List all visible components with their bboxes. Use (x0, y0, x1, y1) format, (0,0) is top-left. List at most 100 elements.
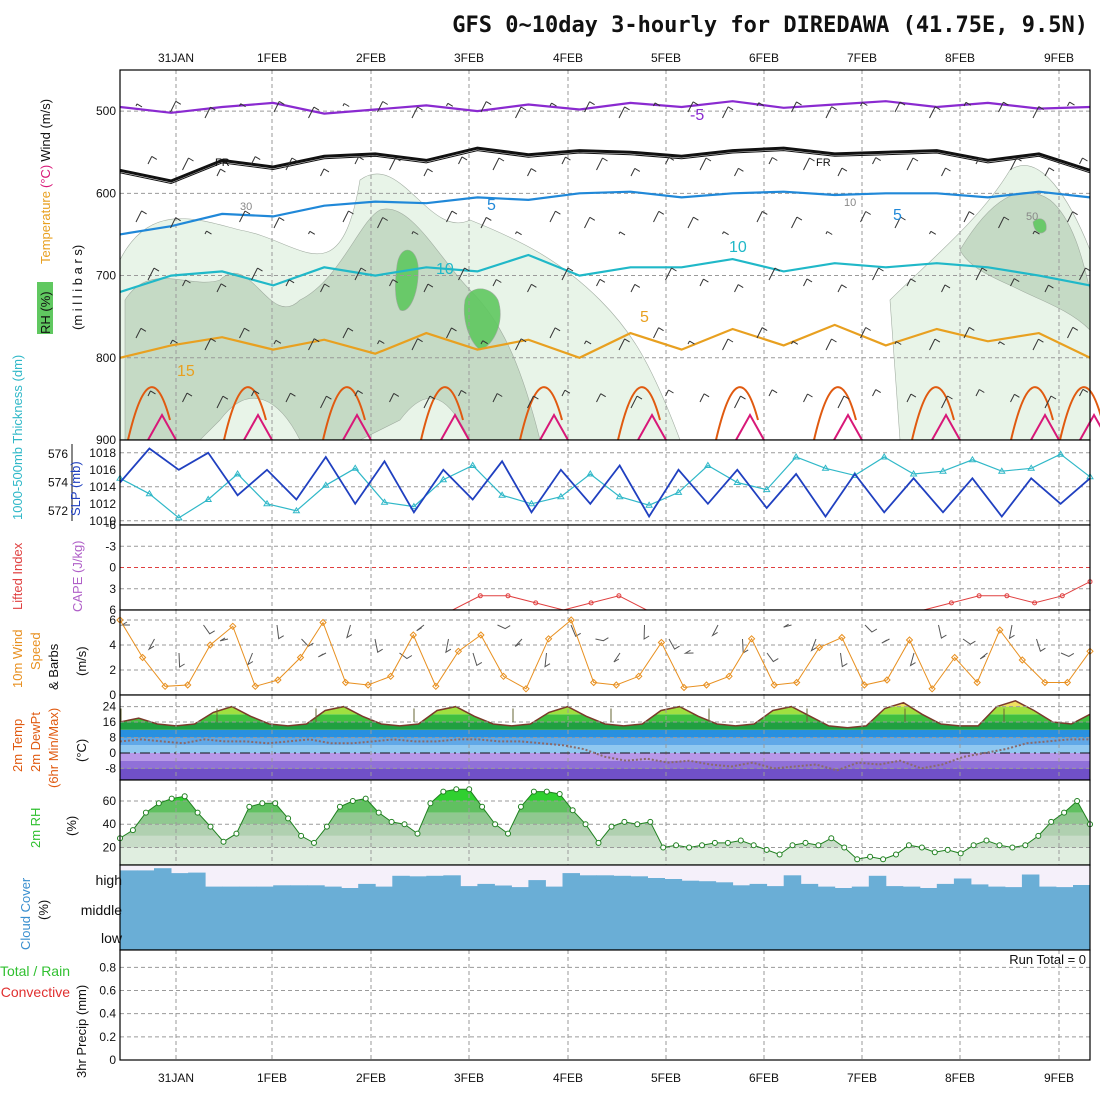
wind-barb (446, 210, 458, 223)
wind-barb (147, 390, 156, 397)
thickness-marker (997, 467, 1006, 474)
temperature-band (120, 760, 1090, 769)
wind-speed-line (119, 619, 1091, 690)
thickness-marker (909, 470, 918, 477)
wind-barb (837, 167, 848, 177)
wind-barb (377, 101, 388, 113)
wind-barb (975, 157, 985, 165)
high-cloud-bar (664, 879, 683, 892)
temperature-band (120, 745, 1090, 753)
high-cloud-bar (443, 875, 461, 892)
tick-label: 1016 (89, 463, 116, 477)
wind-barb (687, 216, 699, 229)
high-cloud-bar (171, 873, 189, 892)
lifted-index-marker (616, 593, 622, 599)
wind-barb (346, 624, 353, 639)
rh2m-marker (142, 809, 149, 816)
wind-speed-marker (860, 681, 869, 689)
thickness-marker (174, 513, 183, 521)
rh2m-marker (388, 818, 395, 825)
high-cloud-bar (987, 886, 1006, 892)
precip-axis-label: 3hr Precip (mm) (74, 985, 89, 1078)
wind-barb (251, 390, 260, 397)
wind-barb (837, 284, 847, 293)
date-label-bottom: 3FEB (454, 1071, 484, 1085)
wind-barb (837, 395, 850, 409)
wind-barb (170, 339, 178, 345)
tick-label: 60 (103, 794, 117, 808)
thickness-marker (821, 464, 830, 471)
date-label-top: 2FEB (356, 51, 386, 65)
rh2m-marker (259, 800, 266, 807)
tick-label: 16 (103, 715, 117, 729)
rh2m-marker (867, 853, 874, 860)
tick-label: 0 (109, 561, 116, 575)
wind-speed-marker (905, 636, 914, 644)
wind-barb (783, 623, 792, 628)
wind-barb (204, 230, 212, 235)
rh2m-marker (647, 818, 654, 825)
contour-label: 50 (1026, 211, 1038, 223)
high-cloud-bar (681, 880, 700, 892)
wind-barb (998, 216, 1010, 229)
upper-air-panel: -5 FR FR 5 5 10 10 5 15 30 50 10 500 600 700 800 900 (96, 69, 1100, 447)
wind-barb (803, 157, 815, 171)
wind-barb (182, 157, 194, 171)
wind-barb (472, 652, 483, 667)
wind-barb (963, 211, 975, 223)
wind-barb (276, 624, 284, 640)
rh2m-marker (880, 856, 887, 863)
wind-barb (342, 327, 354, 339)
high-cloud-bar (868, 875, 887, 892)
wind-barb (480, 101, 492, 113)
wind-barb (803, 393, 813, 403)
thickness-marker (557, 492, 565, 500)
wind-barb (170, 100, 182, 113)
pressure-thickness-panel: 572 574 576 1010 1012 1014 1016 1018 (48, 439, 1094, 528)
thickness-marker (586, 470, 595, 477)
rh2m-marker (673, 842, 680, 849)
wind-barb (791, 340, 799, 345)
wind-barb (630, 283, 641, 293)
temperature-axis-label: Temperature (°C) Wind (m/s) (38, 99, 53, 264)
rh-shading-area (395, 249, 419, 311)
tick-label: 576 (48, 447, 68, 461)
rh-band (120, 835, 1090, 848)
wind-barb (178, 652, 185, 668)
wind-barb (320, 283, 330, 293)
lifted-index-marker (588, 600, 594, 606)
wind-barb (219, 637, 229, 642)
thickness-marker (880, 453, 889, 460)
temperature-20-contour (127, 386, 1100, 441)
slp-axis-label: SLP (mb) (68, 461, 83, 516)
wind-barb (389, 157, 401, 171)
cloud-unit-label: (%) (36, 900, 51, 920)
wind-barb (630, 395, 643, 409)
wind-barb (906, 393, 917, 403)
wind-barb (734, 395, 746, 409)
wind-barb (595, 637, 609, 642)
wind-speed-marker (589, 678, 598, 687)
lifted-index-marker (477, 593, 483, 599)
wind-barb (318, 652, 327, 658)
rh2m-marker (298, 832, 305, 839)
wind-barb (584, 340, 592, 345)
rh2m-marker (530, 788, 537, 795)
high-cloud-bar (409, 876, 427, 892)
high-cloud-bar (596, 875, 614, 892)
wind-barb (756, 327, 768, 339)
wind-barb (204, 338, 216, 351)
date-label-top: 8FEB (945, 51, 975, 65)
wind-barb (596, 393, 606, 403)
rh2m-marker (957, 850, 964, 857)
wind-barb (722, 231, 729, 236)
high-cloud-bar (545, 886, 563, 892)
wind-speed-marker (319, 618, 327, 627)
wind-barb (840, 652, 848, 668)
wind-barb (273, 339, 282, 345)
wind-barb (285, 157, 298, 171)
temperature-contour-1 (119, 146, 1091, 183)
wind-barb (301, 638, 314, 647)
wind-speed-marker (792, 678, 801, 687)
high-cloud-bar (766, 886, 785, 892)
